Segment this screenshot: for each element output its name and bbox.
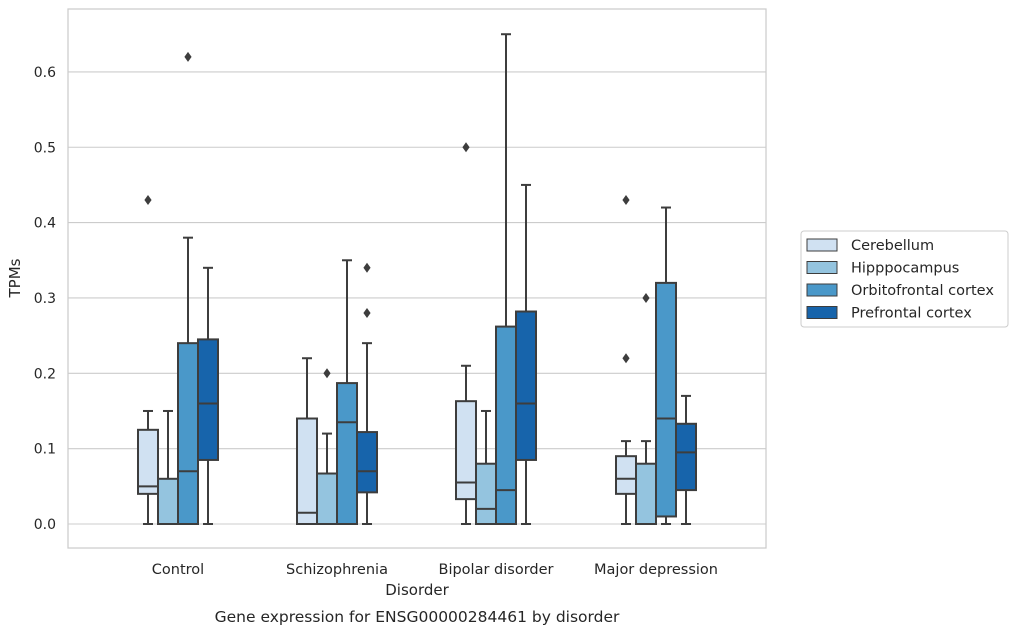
outlier-point — [622, 194, 630, 205]
x-tick-labels: Control Schizophrenia Bipolar disorder Majo… — [152, 562, 718, 578]
chart-caption: Gene expression for ENSG00000284461 by d… — [215, 608, 620, 626]
box — [495, 33, 517, 526]
box-body — [197, 338, 219, 461]
outlier-point — [363, 262, 371, 273]
box-body — [177, 342, 199, 525]
y-tick-label: 0.2 — [34, 366, 56, 382]
x-axis-label: Disorder — [385, 581, 449, 599]
y-axis-label: TPMs — [6, 258, 24, 298]
series-hipppocampus — [157, 292, 657, 526]
y-tick-labels: 0.0 0.1 0.2 0.3 0.4 0.5 0.6 — [34, 65, 56, 533]
box-body — [157, 477, 179, 526]
outlier-point — [323, 368, 331, 379]
series-orbitofrontal-cortex — [177, 33, 677, 526]
y-tick-label: 0.4 — [34, 216, 56, 232]
box-body — [655, 281, 677, 518]
outlier-point — [144, 194, 152, 205]
box-body — [336, 382, 358, 525]
legend-label: Prefrontal cortex — [851, 306, 972, 322]
box — [615, 194, 637, 525]
legend-swatch — [806, 238, 838, 252]
box-body — [495, 325, 517, 526]
outlier-point — [462, 142, 470, 153]
x-tick-label: Control — [152, 562, 204, 578]
legend-label: Cerebellum — [851, 238, 934, 254]
box-body — [296, 417, 318, 526]
box-body — [137, 428, 159, 495]
box-body — [475, 462, 497, 525]
box-series — [137, 33, 697, 526]
box — [137, 194, 159, 525]
box — [675, 394, 697, 525]
box — [356, 262, 378, 525]
box — [296, 357, 318, 526]
box-body — [515, 310, 537, 461]
y-tick-label: 0.3 — [34, 291, 56, 307]
box-body — [356, 431, 378, 494]
outlier-point — [184, 51, 192, 62]
outlier-point — [642, 292, 650, 303]
y-tick-label: 0.0 — [34, 517, 56, 533]
legend-frame — [800, 230, 1009, 328]
box-body — [455, 400, 477, 501]
box — [515, 183, 537, 525]
outlier-point — [363, 308, 371, 319]
box — [336, 259, 358, 525]
legend: Cerebellum Hipppocampus Orbitofrontal cort… — [800, 230, 1009, 328]
legend-swatch — [806, 261, 838, 274]
box — [475, 409, 497, 525]
legend-swatch — [806, 283, 838, 297]
outlier-point — [622, 353, 630, 364]
box-body — [316, 472, 338, 526]
x-tick-label: Schizophrenia — [286, 562, 388, 578]
box-body — [675, 422, 697, 492]
x-tick-label: Major depression — [594, 562, 718, 578]
box — [197, 266, 219, 525]
y-tick-label: 0.1 — [34, 442, 56, 458]
series-prefrontal-cortex — [197, 183, 697, 525]
box-body — [635, 462, 657, 525]
box — [177, 51, 199, 525]
series-cerebellum — [137, 142, 637, 526]
legend-swatch — [806, 306, 838, 319]
legend-label: Orbitofrontal cortex — [851, 283, 994, 299]
box — [316, 368, 338, 526]
plot-frame — [67, 8, 767, 549]
box — [655, 206, 677, 525]
y-tick-label: 0.5 — [34, 140, 56, 156]
box-body — [615, 455, 637, 495]
box — [635, 292, 657, 525]
box — [157, 409, 179, 526]
legend-label: Hipppocampus — [851, 261, 959, 277]
box — [455, 142, 477, 525]
x-tick-label: Bipolar disorder — [439, 562, 554, 578]
y-tick-label: 0.6 — [34, 65, 56, 81]
